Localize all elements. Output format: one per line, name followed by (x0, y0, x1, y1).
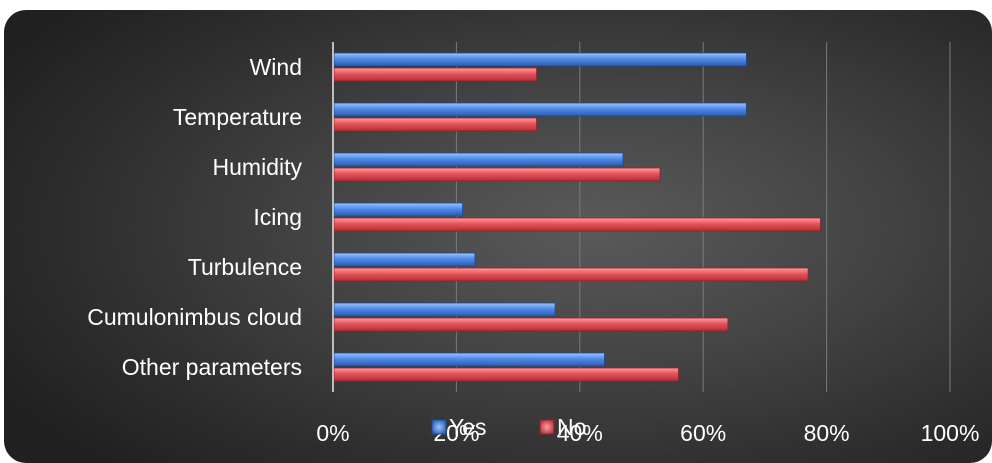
bar-yes-temperature (333, 102, 747, 117)
bar-yes-wind (333, 52, 747, 67)
legend-swatch-no (539, 419, 555, 435)
legend-swatch-yes (431, 419, 447, 435)
tick-label-40: 40% (557, 420, 603, 446)
legend-label-yes: Yes (449, 414, 487, 440)
bar-no-humidity (333, 167, 661, 182)
tick-label-0: 0% (316, 420, 349, 446)
bar-no-turbulence (333, 267, 809, 282)
bar-yes-other-parameters (333, 352, 605, 367)
bar-no-temperature (333, 117, 538, 132)
chart-background (4, 10, 992, 463)
bars (333, 52, 821, 382)
bar-yes-cumulonimbus-cloud (333, 302, 556, 317)
category-label-cumulonimbus-cloud: Cumulonimbus cloud (87, 304, 302, 330)
bar-no-cumulonimbus-cloud (333, 317, 729, 332)
bar-yes-icing (333, 202, 463, 217)
bar-yes-humidity (333, 152, 624, 167)
legend: Yes No (431, 414, 586, 440)
tick-label-100: 100% (921, 420, 980, 446)
bar-no-wind (333, 67, 538, 82)
tick-label-60: 60% (680, 420, 726, 446)
category-label-wind: Wind (250, 54, 302, 80)
bar-no-icing (333, 217, 821, 232)
legend-label-no: No (557, 414, 586, 440)
gridlines (455, 42, 951, 392)
value-axis-ticks: 0% 20% 40% 60% 80% 100% (316, 420, 979, 446)
bar-no-other-parameters (333, 367, 679, 382)
category-label-icing: Icing (253, 204, 302, 230)
category-label-humidity: Humidity (213, 154, 303, 180)
category-labels: Wind Temperature Humidity Icing Turbulence Cu… (87, 54, 302, 380)
category-label-temperature: Temperature (173, 104, 302, 130)
category-label-other-parameters: Other parameters (122, 354, 302, 380)
tick-label-80: 80% (804, 420, 850, 446)
category-label-turbulence: Turbulence (188, 254, 302, 280)
bar-yes-turbulence (333, 252, 476, 267)
